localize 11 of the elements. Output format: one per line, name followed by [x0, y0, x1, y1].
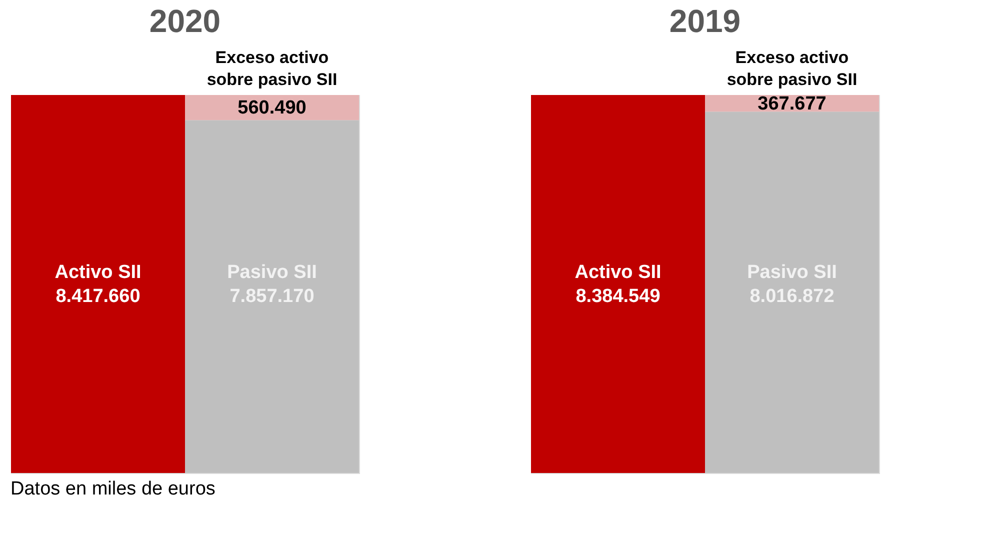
x-tick-label: Activo SII: [574, 262, 662, 283]
text: Datos en miles de euros: [10, 478, 216, 500]
series-label: Exceso activo sobre pasivo SII: [726, 48, 858, 89]
series-label: Exceso activo sobre pasivo SII: [206, 48, 338, 89]
data-label: 367.677: [758, 93, 826, 114]
data-label: 8.417.660: [56, 286, 140, 307]
data-label: 8.384.549: [576, 286, 660, 307]
data-label: 560.490: [238, 98, 306, 119]
x-tick-label: Activo SII: [54, 262, 142, 283]
chart-title: 2020: [149, 3, 221, 39]
chart-title: 2019: [669, 3, 741, 39]
